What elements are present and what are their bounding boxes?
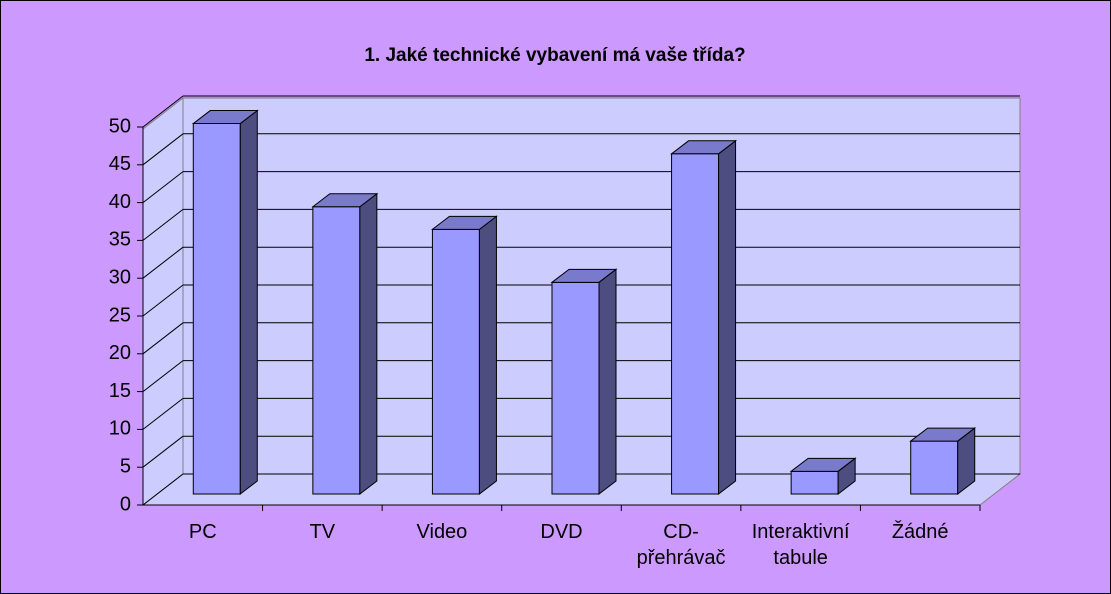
bar-top: [430, 215, 498, 230]
grid-line: [142, 133, 184, 166]
grid-line: [142, 322, 184, 355]
x-tick-label: Žádné: [891, 521, 949, 543]
y-tick-label: 10: [109, 418, 131, 440]
bar-front: [790, 470, 839, 495]
grid-line: [142, 95, 184, 128]
bar-top: [311, 193, 379, 208]
grid-line: [142, 398, 184, 430]
y-tick-label: 0: [120, 493, 131, 515]
y-tick-label: 50: [109, 115, 131, 137]
bar-top: [191, 110, 259, 125]
bar-front: [312, 206, 361, 495]
y-tick-label: 30: [109, 266, 131, 288]
y-tick-label: 20: [109, 342, 131, 364]
bar-side: [478, 215, 497, 496]
bar-top: [789, 457, 857, 472]
bar-side: [718, 139, 737, 496]
bar-side: [359, 192, 378, 496]
grid-line: [142, 171, 184, 203]
bar-front: [192, 123, 241, 495]
y-tick-label: 5: [120, 455, 131, 477]
bar: [191, 109, 259, 496]
y-tick-label: 35: [109, 229, 131, 251]
bar-side: [239, 109, 258, 496]
bar-top: [909, 427, 977, 442]
x-tick-label: CD-přehrávač: [636, 521, 726, 569]
y-tick-label: 25: [109, 304, 131, 326]
bar-top: [670, 140, 738, 155]
bar: [789, 457, 857, 496]
grid-line: [142, 473, 184, 506]
bar: [311, 192, 379, 496]
x-tick-label: PC: [188, 521, 217, 543]
grid-line: [142, 209, 184, 241]
bar-front: [671, 153, 720, 495]
x-tick-label: Interaktivní tabule: [751, 521, 850, 569]
x-tick-label: TV: [309, 521, 336, 543]
x-tick-label: DVD: [540, 521, 583, 543]
side-wall: [142, 96, 184, 507]
bar: [670, 139, 738, 496]
chart-title: 1. Jaké technické vybavení má vaše třída…: [364, 45, 745, 66]
grid-line: [142, 284, 184, 317]
grid-line: [142, 435, 184, 468]
bar-side: [598, 268, 617, 496]
x-tick-label: Video: [416, 521, 468, 543]
bar-front: [910, 440, 959, 495]
y-tick-label: 40: [109, 191, 131, 213]
y-tick-label: 45: [109, 153, 131, 175]
bar: [550, 268, 618, 496]
grid-line: [142, 246, 184, 279]
bar-top: [550, 268, 618, 283]
bar-front: [431, 228, 480, 495]
bar-front: [551, 281, 600, 495]
grid-line: [142, 360, 184, 392]
bar: [909, 427, 977, 496]
bar: [430, 215, 498, 496]
y-tick-label: 15: [109, 380, 131, 402]
